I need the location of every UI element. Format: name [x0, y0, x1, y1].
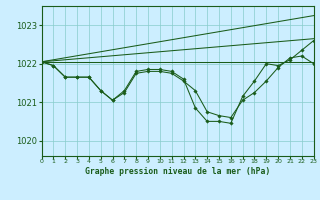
X-axis label: Graphe pression niveau de la mer (hPa): Graphe pression niveau de la mer (hPa): [85, 167, 270, 176]
